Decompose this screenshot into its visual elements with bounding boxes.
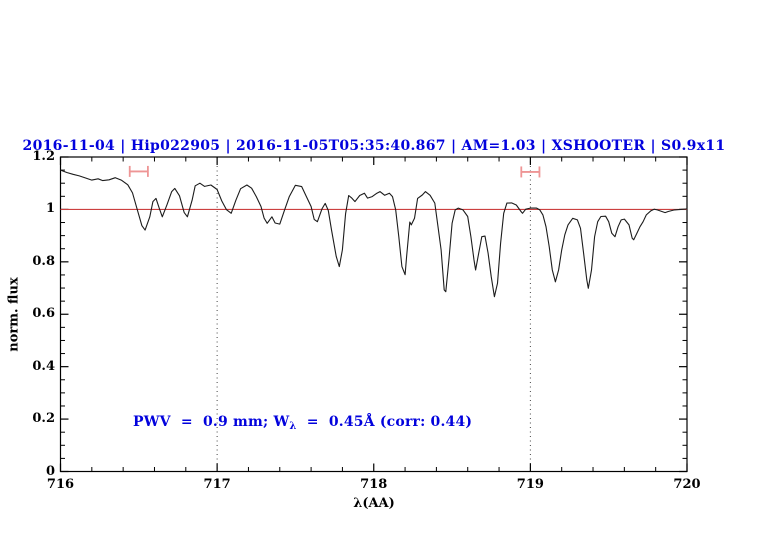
lambda-subscript: λ <box>289 421 297 432</box>
x-tick-label-718: 718 <box>360 477 388 492</box>
x-tick-label-719: 719 <box>516 477 544 492</box>
x-tick-label-717: 717 <box>203 477 231 492</box>
pwv-annotation-text-2: = 0.45Å (corr: 0.44) <box>296 414 473 430</box>
y-tick-label-0.6: 0.6 <box>32 306 55 322</box>
pwv-annotation: PWV = 0.9 mm; Wλ = 0.45Å (corr: 0.44) <box>133 414 473 432</box>
plot-title: 2016-11-04 | Hip022905 | 2016-11-05T05:3… <box>22 138 726 154</box>
y-tick-label-1.2: 1.2 <box>32 149 55 164</box>
spectrum-line <box>59 169 688 298</box>
y-tick-label-0: 0 <box>45 463 55 479</box>
x-axis-label: λ(AA) <box>353 496 395 511</box>
y-tick-label-0.2: 0.2 <box>32 411 55 427</box>
y-axis-label: norm. flux <box>6 277 22 352</box>
y-tick-label-0.4: 0.4 <box>32 358 55 374</box>
y-tick-label-1: 1 <box>45 201 55 217</box>
x-tick-label-716: 716 <box>46 477 75 492</box>
y-tick-label-0.8: 0.8 <box>32 253 55 269</box>
pwv-annotation-text: PWV = 0.9 mm; W <box>133 414 290 430</box>
x-tick-label-720: 720 <box>673 477 701 492</box>
